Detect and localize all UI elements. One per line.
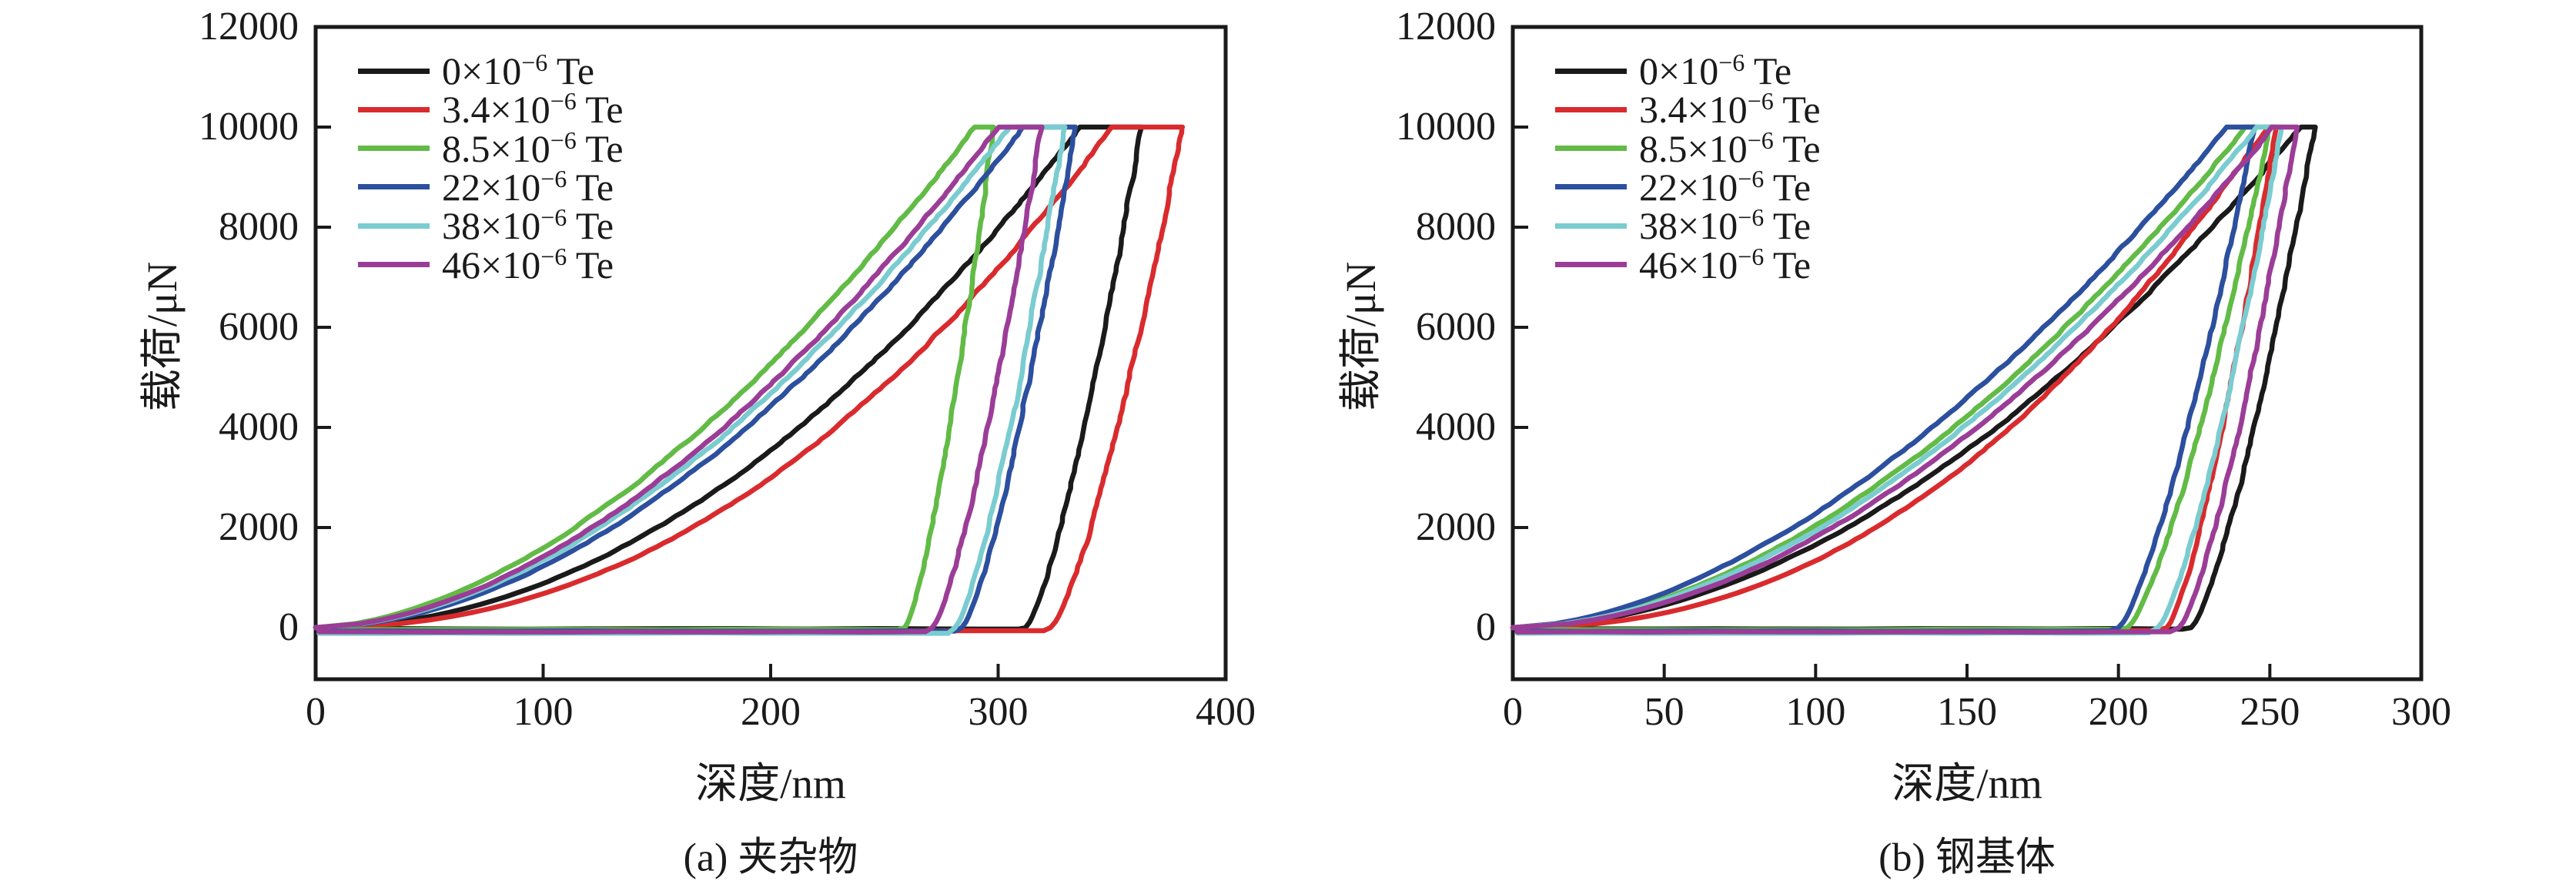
y-tick-label: 2000 (219, 505, 299, 549)
legend-label-superscript: −6 (540, 203, 567, 232)
y-tick-label: 0 (279, 605, 299, 649)
x-tick-label: 400 (1196, 690, 1256, 734)
y-tick-label: 0 (1476, 605, 1496, 649)
curve-38×10⁻⁶ Te (313, 124, 1068, 636)
legend-label: 22×10−6 Te (442, 164, 614, 209)
x-tick-label: 100 (513, 690, 574, 734)
legend-line-swatch (358, 68, 430, 74)
legend-label: 0×10−6 Te (442, 49, 595, 92)
legend-label: 22×10−6 Te (1639, 164, 1812, 209)
legend-line-swatch (1555, 223, 1627, 229)
legend-item: 46×10−6 Te (358, 242, 614, 286)
y-tick-label: 6000 (1416, 305, 1496, 349)
legend-line-swatch (358, 223, 430, 229)
legend-label: 46×10−6 Te (1639, 242, 1812, 286)
legend-label-superscript: −6 (550, 87, 577, 116)
x-tick-label: 300 (2391, 690, 2451, 734)
legend-label-superscript: −6 (1738, 203, 1765, 232)
y-tick-label: 12000 (199, 5, 299, 49)
x-tick-label: 200 (2088, 690, 2149, 734)
legend-label-superscript: −6 (1747, 87, 1774, 116)
y-tick-label: 12000 (1396, 5, 1496, 49)
legend-label: 38×10−6 Te (1639, 203, 1812, 248)
curve-46×10⁻⁶ Te (1510, 124, 2300, 635)
legend-line-swatch (1555, 68, 1627, 74)
legend-item: 38×10−6 Te (1555, 203, 1812, 248)
legend-label-superscript: −6 (540, 242, 567, 270)
y-tick-label: 2000 (1416, 505, 1496, 549)
legend-line-swatch (358, 146, 430, 152)
panel-b-plot-area (1510, 25, 2424, 682)
legend-item: 22×10−6 Te (1555, 164, 1812, 209)
legend-item: 3.4×10−6 Te (1555, 87, 1821, 132)
legend-item: 22×10−6 Te (358, 164, 614, 209)
legend-label: 0×10−6 Te (1639, 49, 1792, 92)
curve-0×10⁻⁶ Te (313, 124, 1145, 632)
legend-item: 8.5×10−6 Te (1555, 126, 1821, 170)
legend-item: 0×10−6 Te (1555, 49, 1792, 92)
curve-8.5×10⁻⁶ Te (313, 124, 996, 633)
panel-a-x-axis-title: 深度/nm (695, 760, 846, 807)
legend-label-superscript: −6 (1738, 164, 1765, 193)
x-tick-label: 150 (1937, 690, 1997, 734)
legend-label: 38×10−6 Te (442, 203, 614, 248)
x-tick-label: 0 (1503, 690, 1523, 734)
curve-22×10⁻⁶ Te (1510, 124, 2258, 635)
legend-label-superscript: −6 (1718, 49, 1745, 76)
legend-label-superscript: −6 (540, 164, 567, 193)
legend-label: 3.4×10−6 Te (442, 87, 624, 132)
legend-item: 46×10−6 Te (1555, 242, 1812, 286)
legend-item: 8.5×10−6 Te (358, 126, 624, 170)
x-tick-label: 50 (1644, 690, 1684, 734)
legend-label: 8.5×10−6 Te (1639, 126, 1821, 170)
legend-line-swatch (358, 262, 430, 267)
legend-line-swatch (1555, 184, 1627, 190)
x-tick-label: 250 (2240, 690, 2300, 734)
legend-label: 46×10−6 Te (442, 242, 614, 286)
legend-item: 0×10−6 Te (358, 49, 595, 92)
panel-b-x-axis-title: 深度/nm (1892, 760, 2042, 807)
legend-line-swatch (1555, 106, 1627, 112)
curve-8.5×10⁻⁶ Te (1510, 124, 2273, 633)
y-tick-label: 10000 (1396, 105, 1496, 149)
panel-b-caption: (b) 钢基体 (1878, 836, 2056, 880)
legend-line-swatch (358, 184, 430, 190)
legend-label-superscript: −6 (1738, 242, 1765, 270)
legend-item: 38×10−6 Te (358, 203, 614, 248)
y-tick-label: 8000 (219, 205, 299, 249)
legend-label: 8.5×10−6 Te (442, 126, 624, 170)
y-tick-label: 8000 (1416, 205, 1496, 249)
y-tick-label: 10000 (199, 105, 299, 149)
panel-a-plot-area (313, 25, 1228, 682)
x-tick-label: 0 (306, 690, 326, 734)
curve-3.4×10⁻⁶ Te (313, 124, 1186, 634)
x-tick-label: 200 (741, 690, 801, 734)
panel-a-caption: (a) 夹杂物 (683, 836, 858, 880)
legend-label-superscript: −6 (550, 126, 577, 154)
legend-line-swatch (1555, 146, 1627, 152)
legend-label-superscript: −6 (521, 49, 548, 76)
y-tick-label: 6000 (219, 305, 299, 349)
curve-38×10⁻⁶ Te (1510, 124, 2285, 636)
legend-line-swatch (1555, 262, 1627, 267)
legend-label: 3.4×10−6 Te (1639, 87, 1821, 132)
y-tick-label: 4000 (219, 405, 299, 449)
curve-46×10⁻⁶ Te (313, 124, 1045, 635)
x-tick-label: 300 (968, 690, 1029, 734)
curve-22×10⁻⁶ Te (313, 124, 1079, 635)
legend-label-superscript: −6 (1747, 126, 1774, 154)
x-tick-label: 100 (1785, 690, 1846, 734)
y-tick-label: 4000 (1416, 405, 1496, 449)
legend-item: 3.4×10−6 Te (358, 87, 624, 132)
legend-line-swatch (358, 106, 430, 112)
